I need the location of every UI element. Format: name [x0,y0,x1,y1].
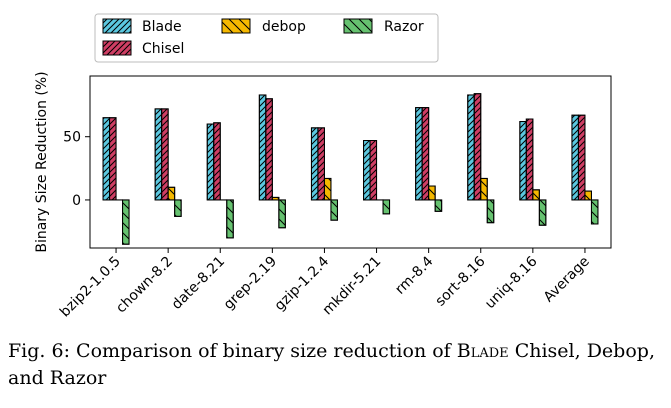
bar-hatch-sort-8-16-chisel [473,93,482,201]
bar-hatch-uniq-8-16-debop [532,189,540,201]
bar-hatch-sort-8-16-debop [480,177,488,201]
bar-hatch-average-chisel [577,114,586,201]
y-tick-label: 0 [72,193,81,209]
figure-caption: Fig. 6: Comparison of binary size reduct… [8,338,668,392]
bar-hatch-rm-8-4-blade [415,107,423,201]
caption-prefix: Fig. 6: Comparison of binary size reduct… [8,340,457,362]
bar-hatch-rm-8-4-debop [428,185,436,201]
bar-hatch-gzip-1-2-4-razor [330,199,338,221]
bar-hatch-mkdir-5-21-chisel [369,140,378,201]
bar-hatch-average-razor [590,199,599,225]
bar-hatch-grep-2-19-debop [271,196,280,201]
bar-hatch-chown-8-2-razor [174,199,182,217]
bar-hatch-average-blade [571,114,579,201]
plot-frame [89,75,612,249]
legend-label-blade: Blade [142,19,182,35]
y-axis-label: Binary Size Reduction (%) [34,71,50,252]
legend-label-razor: Razor [384,19,424,35]
bar-hatch-rm-8-4-chisel [421,107,430,201]
legend-entry-blade: Blade [102,18,182,35]
bar-hatch-mkdir-5-21-blade [363,140,371,201]
x-tick-label: date-8.21 [169,254,228,313]
bar-hatch-grep-2-19-blade [258,94,267,201]
bar-hatch-uniq-8-16-razor [538,199,547,226]
bar-hatch-chown-8-2-debop [167,186,176,201]
bar-hatch-uniq-8-16-chisel [525,118,534,201]
legend-entry-chisel: Chisel [102,40,184,57]
x-tick-label: sort-8.16 [432,253,488,309]
y-ticks: 0 50 [63,130,90,209]
legend-entry-debop: debop [221,18,306,35]
bar-hatch-date-8-21-blade [206,123,215,201]
bar-hatch-gzip-1-2-4-blade [310,127,319,201]
legend: Blade Chisel debop Razor [94,13,439,63]
bars [102,93,599,245]
bar-hatch-sort-8-16-blade [467,94,475,201]
bar-hatch-gzip-1-2-4-debop [323,177,332,201]
bar-hatch-date-8-21-chisel [213,122,221,201]
bar-hatch-mkdir-5-21-razor [382,199,391,215]
x-tick-label: uniq-8.16 [482,253,541,312]
bar-hatch-date-8-21-razor [226,199,234,239]
legend-entry-razor: Razor [343,18,424,35]
legend-label-chisel: Chisel [142,41,184,57]
bar-hatch-chown-8-2-blade [154,108,163,201]
bar-hatch-grep-2-19-chisel [265,98,273,201]
x-tick-label: chown-8.2 [113,254,176,317]
bar-hatch-rm-8-4-razor [434,199,443,212]
bar-hatch-sort-8-16-razor [486,199,495,224]
bar-hatch-bzip2-1-0-5-blade [102,117,111,201]
caption-suffix: Chisel, Debop, and Razor [8,340,655,389]
x-ticks: bzip2-1.0.5chown-8.2date-8.21grep-2.19gz… [57,248,593,320]
x-tick-label: Average [541,254,593,306]
x-tick-label: bzip2-1.0.5 [57,254,124,321]
legend-label-debop: debop [262,19,306,35]
bar-hatch-bzip2-1-0-5-razor [122,199,130,245]
x-tick-label: grep-2.19 [221,254,280,313]
bar-hatch-average-debop [584,190,592,201]
caption-name: Blade [456,340,509,362]
bar-hatch-uniq-8-16-blade [519,121,527,201]
bar-hatch-bzip2-1-0-5-chisel [109,117,117,201]
x-tick-label: rm-8.4 [392,253,436,297]
bar-hatch-grep-2-19-razor [278,199,286,229]
bar-hatch-gzip-1-2-4-chisel [317,127,325,201]
bar-chart: Blade Chisel debop Razor Binary Size Red… [34,13,612,320]
y-tick-label: 50 [63,130,81,146]
bar-hatch-chown-8-2-chisel [161,108,169,201]
